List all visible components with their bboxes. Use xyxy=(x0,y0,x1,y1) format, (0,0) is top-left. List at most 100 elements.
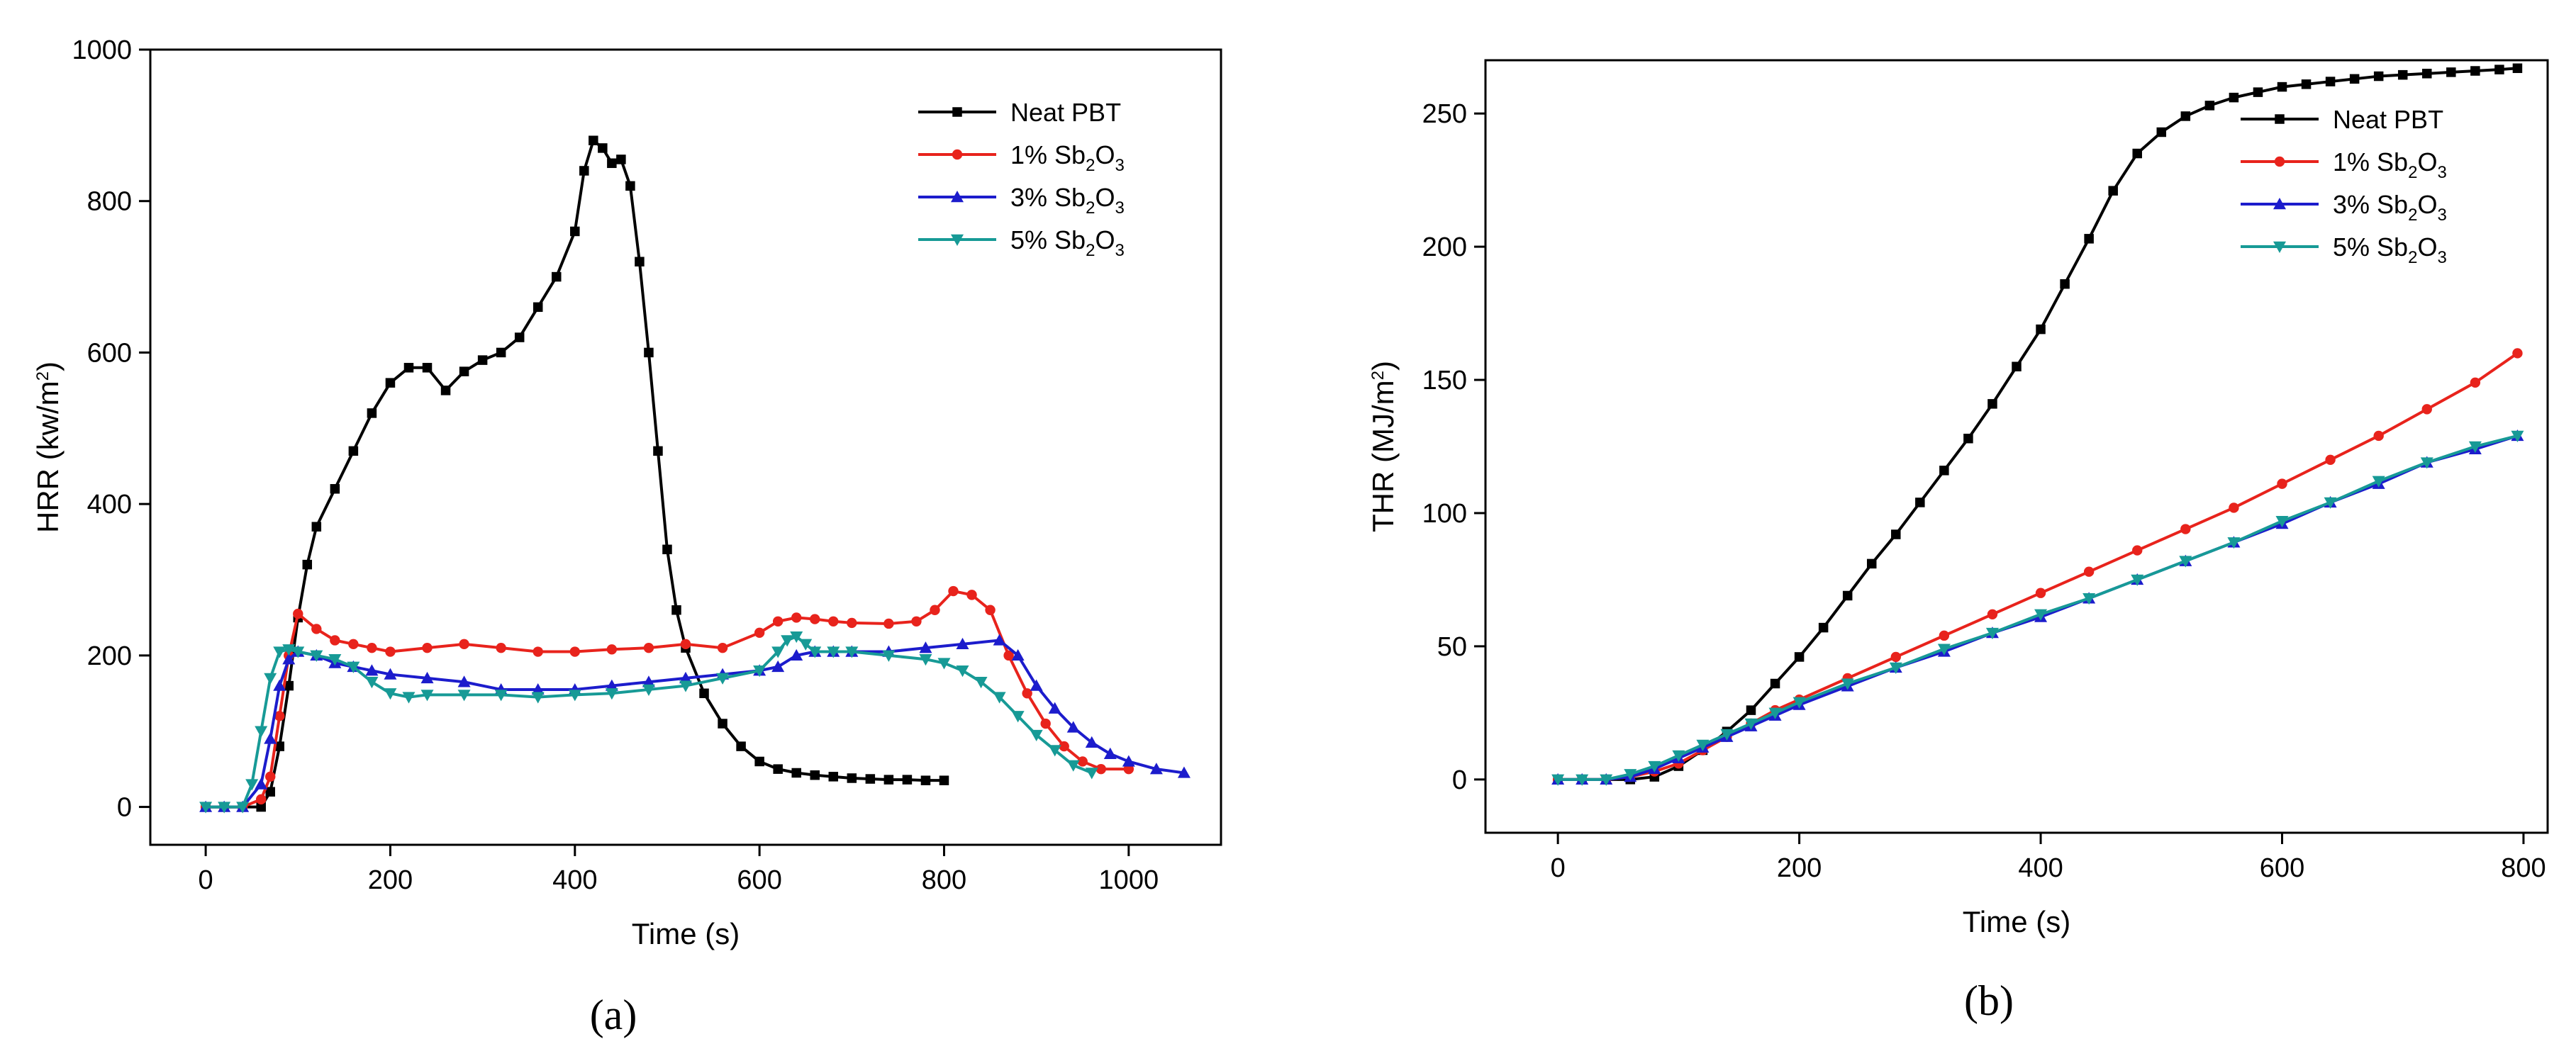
legend-marker xyxy=(2273,241,2286,253)
data-point xyxy=(420,690,434,702)
data-point xyxy=(930,605,940,615)
data-point xyxy=(2229,92,2239,103)
data-point xyxy=(2132,148,2142,159)
legend-label: 1% Sb2O3 xyxy=(1010,140,1125,175)
data-point xyxy=(791,612,802,623)
data-point xyxy=(365,664,379,676)
data-point xyxy=(1003,650,1014,661)
data-point xyxy=(716,673,730,685)
data-point xyxy=(2511,430,2524,442)
data-point xyxy=(810,614,820,624)
data-point xyxy=(956,665,969,678)
data-point xyxy=(1600,774,1613,786)
data-point xyxy=(948,585,959,597)
y-tick-label: 0 xyxy=(1452,765,1467,795)
data-point xyxy=(1576,774,1589,786)
data-point xyxy=(1866,558,1877,569)
y-tick-label: 400 xyxy=(87,490,132,519)
x-tick-label: 400 xyxy=(2018,853,2063,883)
data-point xyxy=(1744,718,1758,730)
y-tick-label: 600 xyxy=(87,338,132,368)
data-point xyxy=(791,768,801,778)
data-point xyxy=(457,690,471,702)
x-tick-label: 600 xyxy=(737,865,781,895)
y-tick-label: 200 xyxy=(1422,232,1467,262)
chart-panel-a: 0 200 400 600 800 1000 0 200 400 600 800 1000 Time (… xyxy=(31,35,1222,1038)
data-point xyxy=(939,775,949,785)
y-tick-label: 800 xyxy=(87,187,132,217)
data-point xyxy=(642,675,655,687)
legend-item: Neat PBT xyxy=(918,98,1121,127)
data-point xyxy=(993,634,1006,646)
data-point xyxy=(919,641,932,653)
data-point xyxy=(569,646,580,657)
data-point xyxy=(699,688,709,699)
data-point xyxy=(531,683,545,695)
data-point xyxy=(865,774,876,784)
data-point xyxy=(1048,702,1061,714)
y-tick-label: 1000 xyxy=(72,35,132,65)
data-point xyxy=(568,690,581,702)
data-point xyxy=(2035,588,2046,598)
legend-marker xyxy=(2273,198,2286,210)
data-point xyxy=(199,802,213,814)
y-tick-label: 250 xyxy=(1422,99,1467,129)
data-point xyxy=(1022,688,1032,699)
legend-item: 1% Sb2O3 xyxy=(918,140,1125,175)
data-point xyxy=(589,135,598,145)
data-point xyxy=(598,143,608,153)
data-point xyxy=(1085,736,1098,748)
legend-marker xyxy=(951,191,964,203)
data-point xyxy=(403,363,414,373)
data-point xyxy=(937,658,951,670)
data-point xyxy=(671,605,681,615)
data-point xyxy=(1059,741,1069,752)
plot-frame xyxy=(1484,59,2549,834)
data-point xyxy=(1077,756,1088,767)
data-point xyxy=(2421,404,2432,415)
y-tick-label: 150 xyxy=(1422,366,1467,395)
data-point xyxy=(643,642,654,653)
data-point xyxy=(625,181,635,191)
legend-item: 5% Sb2O3 xyxy=(2241,232,2447,267)
data-point xyxy=(2372,476,2385,488)
data-point xyxy=(1842,590,1853,601)
data-point xyxy=(2373,430,2384,442)
data-point xyxy=(606,644,618,655)
data-point xyxy=(847,617,857,629)
y-tick-label: 50 xyxy=(1437,632,1467,662)
data-point xyxy=(531,692,545,704)
data-point xyxy=(1696,739,1710,751)
data-point xyxy=(1891,529,1901,539)
data-point xyxy=(644,347,654,358)
data-point xyxy=(579,166,589,176)
data-point xyxy=(256,802,266,812)
data-point xyxy=(808,646,822,658)
data-point xyxy=(1103,747,1117,759)
data-point xyxy=(1937,644,1951,656)
data-point xyxy=(2420,457,2433,469)
data-point xyxy=(605,679,618,691)
data-point xyxy=(385,646,396,657)
data-point xyxy=(496,642,506,653)
data-point xyxy=(1648,760,1661,773)
data-point xyxy=(1011,711,1025,723)
x-tick-label: 0 xyxy=(1551,853,1566,883)
data-point xyxy=(347,661,360,673)
series-neat-pbt xyxy=(201,135,949,812)
data-point xyxy=(2180,524,2191,534)
panel-label: (a) xyxy=(590,992,637,1038)
legend-label: 3% Sb2O3 xyxy=(2333,190,2447,225)
y-tick-label: 200 xyxy=(87,641,132,671)
data-point xyxy=(2012,361,2022,371)
data-point xyxy=(2253,87,2263,97)
data-point xyxy=(1011,648,1025,661)
data-point xyxy=(718,719,727,729)
data-point xyxy=(265,787,275,797)
data-point xyxy=(552,271,562,282)
x-tick-label: 600 xyxy=(2260,853,2304,883)
data-point xyxy=(773,764,783,774)
data-point xyxy=(902,775,913,785)
data-point xyxy=(2397,69,2408,80)
data-point xyxy=(605,688,618,700)
